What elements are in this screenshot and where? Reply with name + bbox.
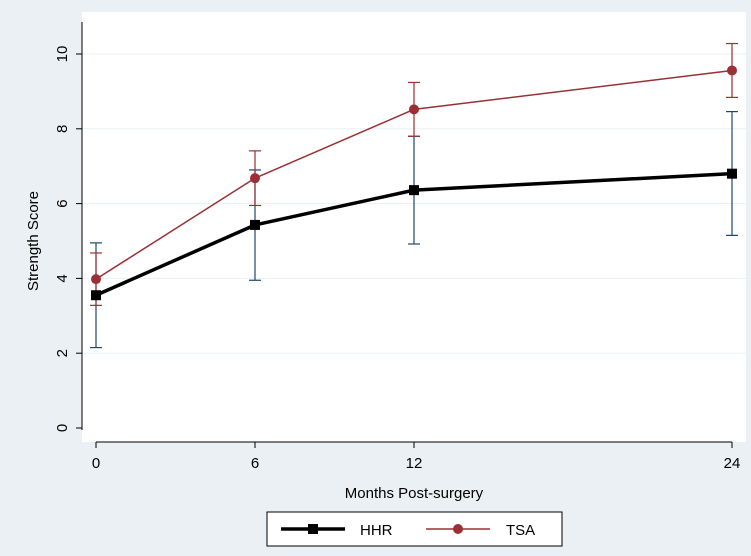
legend-tsa-label: TSA [506,522,535,539]
data-point-hhr [409,185,419,196]
x-tick-label: 24 [724,455,741,472]
y-tick-label: 4 [54,274,71,282]
data-point-hhr [91,290,101,301]
data-point-tsa [727,65,737,76]
y-tick-label: 2 [54,349,71,357]
legend-hhr-label: HHR [360,522,393,539]
x-tick-label: 12 [406,455,423,472]
y-tick-label: 8 [54,125,71,133]
series-layer [91,65,737,301]
x-tick-label: 6 [251,455,259,472]
x-tick-label: 0 [92,455,100,472]
data-point-tsa [91,274,101,285]
series-line-hhr [95,171,733,297]
y-axis: 0 2 4 6 8 10 [54,22,83,432]
legend-hhr-marker [308,524,318,534]
data-point-tsa [409,104,419,115]
data-point-hhr [250,219,260,230]
y-tick-label: 0 [54,424,71,432]
y-tick-label: 6 [54,199,71,207]
series-line-tsa [95,69,733,280]
data-point-hhr [727,168,737,179]
x-axis: 0 6 12 24 [92,441,741,472]
legend: HHR TSA [266,511,563,547]
y-axis-title: Strength Score [25,191,42,291]
data-point-tsa [250,173,260,184]
y-tick-label: 10 [54,46,71,63]
x-axis-title: Months Post-surgery [345,485,484,502]
legend-tsa-marker [453,524,463,534]
